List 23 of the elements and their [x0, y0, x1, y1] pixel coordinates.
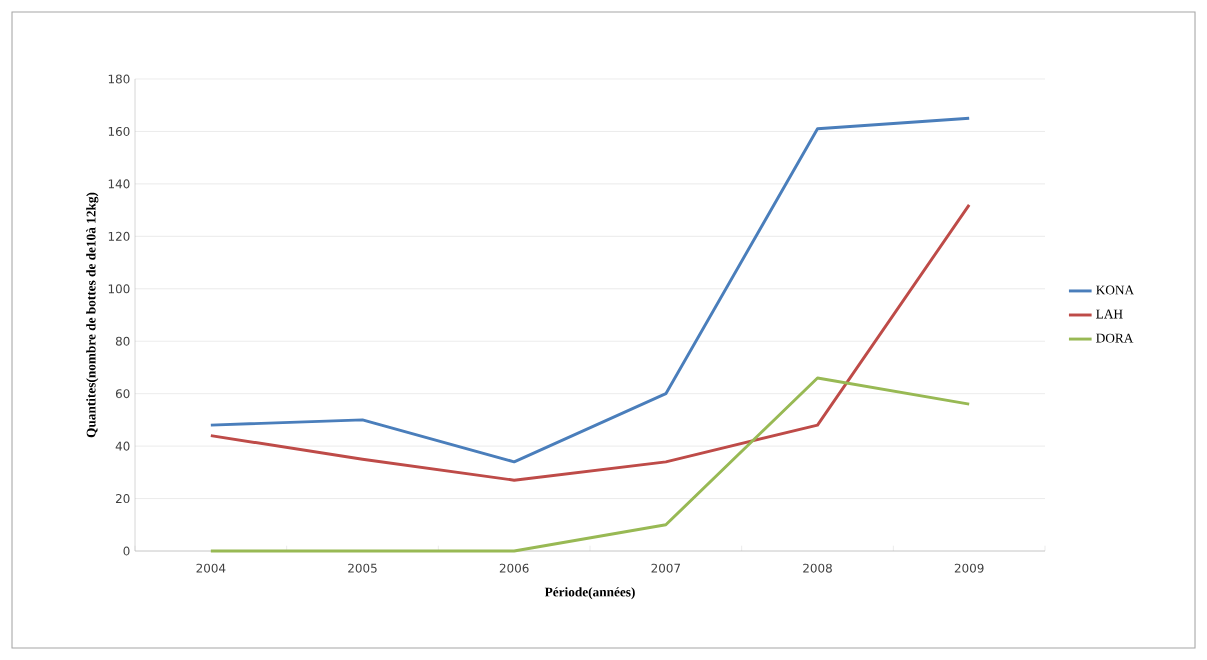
- y-tick-label: 40: [115, 441, 130, 451]
- y-tick-label: 160: [108, 126, 130, 136]
- x-tick-label: 2005: [348, 563, 377, 573]
- y-tick-label: 0: [123, 546, 130, 556]
- x-axis-title: Période(années): [544, 587, 635, 600]
- y-tick-label: 100: [108, 284, 130, 294]
- y-tick-label: 80: [115, 336, 130, 346]
- x-tick-label: 2004: [196, 563, 226, 573]
- legend-label: LAH: [1096, 309, 1123, 319]
- y-tick-label: 120: [108, 231, 130, 241]
- x-tick-label: 2009: [954, 563, 984, 573]
- x-tick-label: 2007: [651, 563, 681, 573]
- legend-label: KONA: [1096, 285, 1134, 295]
- y-tick-label: 20: [115, 494, 130, 504]
- y-tick-label: 180: [108, 74, 130, 84]
- line-series: [209, 203, 971, 482]
- y-tick-label: 60: [115, 389, 130, 399]
- line-series: [209, 116, 971, 464]
- y-tick-label: 140: [108, 179, 130, 189]
- legend-label: DORA: [1096, 333, 1134, 343]
- y-axis-title: Quantites(nombre de bottes de de10à 12kg): [86, 192, 99, 438]
- x-tick-label: 2008: [803, 563, 832, 573]
- x-tick-label: 2006: [499, 563, 529, 573]
